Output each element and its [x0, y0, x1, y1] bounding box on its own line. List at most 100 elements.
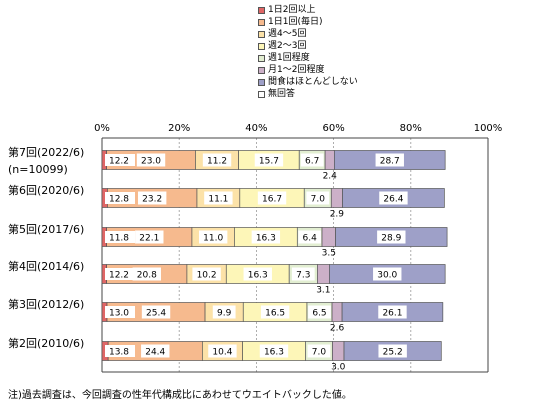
data-label-bg — [105, 268, 135, 280]
data-label: 12.8 — [109, 195, 129, 205]
data-label: 7.0 — [312, 348, 327, 358]
category-label: 第4回(2014/6) — [8, 259, 84, 273]
x-tick-label: 20% — [168, 123, 190, 134]
data-label: 26.4 — [383, 195, 403, 205]
data-label: 28.9 — [381, 234, 401, 244]
data-label: 12.2 — [109, 271, 129, 281]
data-label-bg — [208, 344, 237, 358]
data-label: 11.0 — [203, 234, 223, 244]
data-label: 16.7 — [262, 195, 282, 205]
data-label: 2.6 — [330, 324, 345, 334]
legend-label: 1日1回(毎日) — [268, 17, 323, 27]
data-label-bg — [378, 344, 407, 358]
data-label: 23.2 — [142, 195, 162, 205]
data-label-bg — [105, 306, 135, 318]
category-label: 第7回(2022/6) — [8, 145, 84, 159]
legend-label: 無回答 — [268, 89, 296, 99]
data-label-bg — [257, 191, 287, 205]
data-label: 16.5 — [265, 309, 285, 319]
bar-segment — [317, 264, 330, 284]
category-label: 第3回(2012/6) — [8, 297, 84, 311]
data-label: 13.0 — [109, 309, 129, 319]
legend-swatch — [258, 30, 265, 38]
legend-swatch — [258, 66, 265, 74]
data-label: 12.2 — [109, 157, 129, 167]
legend-swatch — [258, 42, 265, 50]
bar-segment — [324, 150, 335, 170]
legend-swatch — [258, 90, 265, 98]
legend-item: 月1～2回程度 — [258, 64, 358, 76]
data-label-bg — [141, 344, 170, 358]
legend-item: 週1回程度 — [258, 52, 358, 64]
data-label-bg — [308, 305, 331, 319]
data-label: 16.3 — [256, 234, 276, 244]
data-label-bg — [300, 153, 324, 167]
data-label: 25.2 — [383, 348, 403, 358]
data-label: 3.1 — [316, 286, 330, 296]
data-label-bg — [132, 267, 161, 281]
data-label: 7.3 — [296, 271, 310, 281]
data-label: 11.8 — [109, 234, 129, 244]
data-label-bg — [254, 153, 284, 167]
category-label: (n=10099) — [8, 163, 68, 176]
data-label-bg — [136, 153, 166, 167]
legend-label: 1日2回以上 — [268, 5, 316, 15]
data-label-bg — [105, 231, 135, 243]
bar-segment — [331, 302, 343, 322]
data-label: 6.5 — [312, 309, 326, 319]
data-label: 28.7 — [380, 157, 400, 167]
data-label: 24.4 — [145, 348, 165, 358]
legend-item: 無回答 — [258, 88, 358, 100]
x-tick-label: 100% — [474, 123, 503, 134]
data-label: 20.8 — [137, 271, 157, 281]
data-label-bg — [379, 191, 408, 205]
data-label: 11.2 — [207, 157, 227, 167]
data-label-bg — [105, 192, 135, 204]
data-label-bg — [260, 305, 290, 319]
data-label-bg — [105, 345, 135, 357]
data-label-bg — [212, 305, 236, 319]
legend-swatch — [258, 6, 265, 14]
legend-item: 週2～3回 — [258, 40, 358, 52]
data-label: 13.8 — [109, 348, 129, 358]
data-label: 11.1 — [208, 195, 228, 205]
data-label: 10.4 — [212, 348, 232, 358]
chart-legend: 1日2回以上 1日1回(毎日) 週4～5回 週2～3回 週1回程度 月1～2回程度 間食はほ… — [258, 4, 358, 100]
data-label: 10.2 — [197, 271, 217, 281]
legend-swatch — [258, 78, 265, 86]
data-label-bg — [202, 153, 232, 167]
data-label: 16.3 — [264, 348, 284, 358]
x-tick-label: 60% — [322, 123, 344, 134]
bar-segment — [330, 188, 343, 208]
legend-swatch — [258, 54, 265, 62]
data-label-bg — [307, 344, 331, 358]
data-label-bg — [192, 267, 221, 281]
data-label: 23.0 — [141, 157, 161, 167]
bar-segment — [321, 227, 336, 247]
category-label: 第2回(2010/6) — [8, 336, 84, 350]
data-label: 25.4 — [146, 309, 166, 319]
data-label-bg — [135, 230, 164, 244]
legend-item: 1日2回以上 — [258, 4, 358, 16]
data-label-bg — [251, 230, 281, 244]
legend-item: 間食はほとんどしない — [258, 76, 358, 88]
category-label: 第6回(2020/6) — [8, 183, 84, 197]
x-tick-label: 40% — [245, 123, 267, 134]
legend-label: 間食はほとんどしない — [268, 77, 358, 87]
data-label: 7.0 — [311, 195, 326, 205]
data-label: 30.0 — [377, 271, 397, 281]
data-label-bg — [141, 305, 171, 319]
legend-label: 週1回程度 — [268, 53, 310, 63]
data-label-bg — [377, 230, 406, 244]
data-label: 3.5 — [322, 249, 336, 259]
data-label-bg — [373, 267, 402, 281]
data-label: 6.7 — [305, 157, 319, 167]
legend-item: 週4～5回 — [258, 28, 358, 40]
bar-segment — [332, 341, 345, 361]
data-label: 26.1 — [382, 309, 402, 319]
data-label: 3.0 — [331, 363, 346, 373]
x-tick-label: 80% — [400, 123, 422, 134]
data-label-bg — [291, 267, 315, 281]
data-label-bg — [137, 191, 167, 205]
